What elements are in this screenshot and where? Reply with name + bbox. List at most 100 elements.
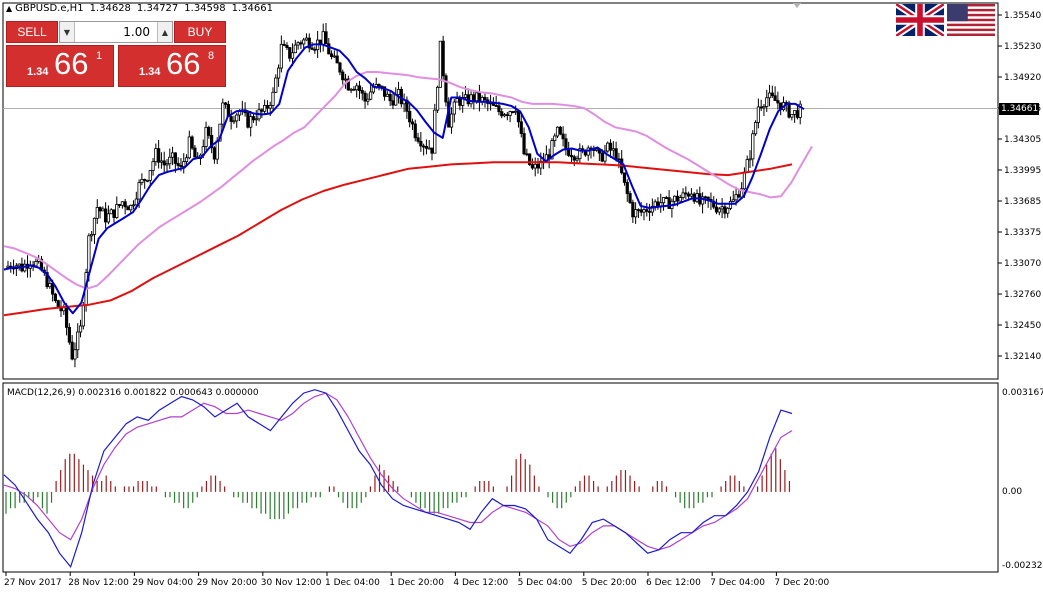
- time-tick-label: 1 Dec 20:00: [389, 578, 444, 588]
- candle-body: [165, 163, 169, 166]
- lot-size-input[interactable]: ▼ 1.00 ▲: [59, 21, 173, 43]
- candle-body: [441, 40, 445, 77]
- candle-body: [753, 122, 758, 135]
- sell-price-button[interactable]: 1.34 66 1: [6, 45, 114, 87]
- time-tick-label: 7 Dec 20:00: [774, 578, 829, 588]
- candle-body: [427, 147, 431, 150]
- lot-increase-icon[interactable]: ▲: [157, 22, 172, 42]
- candle-body: [120, 201, 124, 206]
- candle-body: [324, 31, 328, 45]
- candle-body: [689, 193, 694, 197]
- time-tick-label: 29 Nov 04:00: [132, 578, 193, 588]
- price-tick-label: 1.35540: [1004, 11, 1041, 21]
- candle-body: [346, 78, 350, 91]
- candle-body: [207, 126, 211, 136]
- candle-body: [369, 91, 373, 100]
- shift-marker-icon: [793, 3, 801, 8]
- candle-body: [622, 172, 627, 183]
- candle-body: [408, 110, 412, 123]
- candle-body: [170, 152, 175, 158]
- buy-price-button[interactable]: 1.34 66 8: [118, 45, 226, 87]
- candle-body: [232, 120, 236, 123]
- candle-body: [48, 283, 52, 288]
- candle-body: [363, 92, 367, 102]
- lot-decrease-icon[interactable]: ▼: [60, 22, 75, 42]
- candle-body: [477, 92, 482, 103]
- candle-body: [762, 106, 766, 109]
- candle-body: [274, 77, 278, 93]
- candle-body: [564, 138, 568, 150]
- candle-body: [399, 89, 403, 105]
- candle-body: [444, 75, 448, 103]
- candle-body: [341, 71, 345, 81]
- macd-label: MACD(12,26,9) 0.002316 0.001822 0.000643…: [7, 388, 259, 398]
- price-tick-label: 1.34305: [1004, 135, 1041, 145]
- time-tick-label: 7 Dec 04:00: [710, 578, 765, 588]
- time-tick-label: 6 Dec 12:00: [646, 578, 701, 588]
- candle-body: [790, 113, 794, 118]
- candle-body: [519, 121, 523, 134]
- candle-body: [168, 156, 172, 165]
- candle-body: [329, 53, 334, 57]
- price-tick-label: 1.32140: [1004, 352, 1041, 362]
- candle-body: [614, 148, 618, 160]
- candle-body: [458, 98, 462, 106]
- candle-body: [452, 101, 456, 115]
- price-tick-label: 1.33070: [1004, 259, 1041, 269]
- candle-body: [299, 42, 303, 45]
- price-tick-label: 1.32450: [1004, 321, 1041, 331]
- candle-body: [514, 110, 518, 113]
- candle-body: [154, 148, 158, 163]
- candle-body: [639, 209, 643, 213]
- candle-body: [793, 110, 797, 115]
- time-tick-label: 29 Nov 20:00: [197, 578, 258, 588]
- candle-body: [148, 170, 152, 181]
- macd-signal-line: [3, 392, 793, 551]
- candle-body: [726, 207, 730, 214]
- collapse-triangle-icon[interactable]: ▲: [6, 4, 13, 13]
- candle-body: [140, 178, 144, 184]
- candle-body: [246, 112, 250, 128]
- candle-body: [656, 201, 660, 207]
- candle-body: [461, 96, 465, 106]
- candle-body: [162, 160, 166, 166]
- candle-body: [673, 195, 677, 202]
- candle-body: [129, 204, 133, 211]
- candle-body: [98, 207, 102, 212]
- time-tick-label: 27 Nov 2017: [4, 578, 62, 588]
- candle-body: [145, 179, 150, 182]
- candle-body: [410, 121, 415, 125]
- time-tick-label: 5 Dec 04:00: [518, 578, 573, 588]
- candle-body: [134, 198, 138, 206]
- ma-slow-line: [3, 161, 793, 317]
- candle-body: [137, 182, 141, 200]
- candle-body: [734, 194, 738, 201]
- chart-frame: [2, 2, 999, 573]
- candle-body: [667, 197, 671, 209]
- candle-body: [187, 136, 191, 159]
- candle-body: [528, 153, 532, 166]
- sell-button[interactable]: SELL: [6, 21, 58, 43]
- candle-body: [572, 156, 576, 161]
- price-tick-label: 1.33995: [1004, 166, 1041, 176]
- candle-body: [634, 209, 638, 218]
- candle-body: [561, 133, 565, 140]
- candle-body: [502, 114, 507, 117]
- candle-body: [463, 94, 468, 98]
- candle-body: [279, 43, 283, 69]
- candle-body: [335, 55, 339, 64]
- candle-body: [366, 98, 370, 102]
- candle-body: [684, 192, 688, 195]
- candle-body: [276, 67, 281, 79]
- candle-body: [553, 135, 557, 141]
- candle-body: [290, 52, 295, 59]
- candle-body: [650, 205, 654, 213]
- candle-body: [332, 55, 336, 58]
- candle-body: [101, 208, 105, 212]
- candle-body: [603, 150, 607, 162]
- candle-body: [469, 94, 473, 105]
- buy-button[interactable]: BUY: [174, 21, 226, 43]
- candle-body: [352, 88, 356, 91]
- candle-body: [6, 265, 10, 268]
